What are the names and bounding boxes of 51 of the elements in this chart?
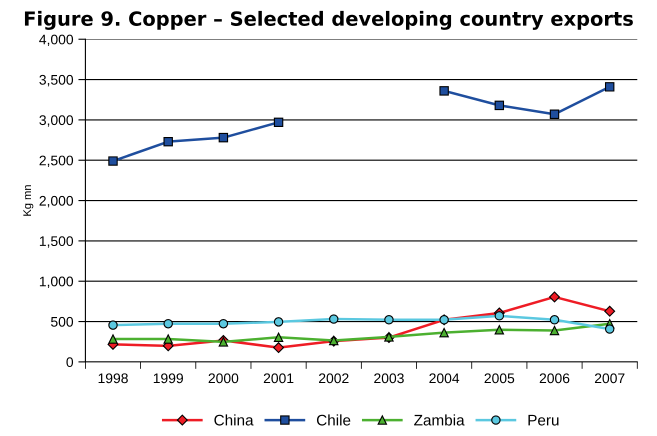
x-tick-label: 1999 bbox=[154, 373, 183, 384]
y-tick-label: 500 bbox=[50, 316, 74, 327]
point bbox=[550, 315, 560, 324]
x-tick-label: 2002 bbox=[319, 373, 349, 384]
legend-label: Zambia bbox=[414, 414, 465, 426]
point bbox=[274, 118, 284, 128]
point bbox=[439, 328, 449, 338]
point bbox=[384, 315, 394, 324]
x-tick-label: 2001 bbox=[264, 373, 294, 384]
point bbox=[604, 324, 614, 334]
legend-label: Chile bbox=[316, 414, 350, 426]
y-tick-label: 2,000 bbox=[40, 196, 74, 208]
x-tick-label: 2006 bbox=[540, 373, 570, 384]
point bbox=[439, 86, 449, 96]
point bbox=[274, 332, 284, 342]
point bbox=[604, 306, 616, 317]
x-tick-label: 2007 bbox=[594, 373, 624, 384]
point bbox=[604, 82, 614, 92]
point bbox=[163, 334, 173, 344]
point bbox=[274, 317, 284, 327]
y-tick-label: 3,500 bbox=[39, 74, 74, 86]
point bbox=[108, 320, 118, 330]
y-tick-label: 4,000 bbox=[39, 34, 74, 46]
y-tick-label: 1,000 bbox=[40, 276, 74, 288]
point bbox=[218, 132, 228, 142]
point bbox=[550, 110, 560, 119]
legend-label: China bbox=[214, 414, 254, 426]
x-tick-label: 2005 bbox=[484, 373, 514, 384]
point bbox=[494, 100, 504, 110]
x-tick-label: 1998 bbox=[98, 373, 128, 384]
y-tick-label: 0 bbox=[66, 357, 74, 368]
point bbox=[108, 334, 118, 344]
point bbox=[163, 136, 173, 146]
point bbox=[218, 319, 228, 328]
point bbox=[550, 326, 560, 336]
point bbox=[273, 342, 284, 354]
point bbox=[494, 325, 504, 334]
point bbox=[163, 319, 173, 328]
legend-label: Peru bbox=[528, 414, 558, 426]
point bbox=[329, 314, 338, 324]
point bbox=[549, 291, 560, 302]
x-tick-label: 2003 bbox=[374, 373, 404, 384]
y-tick-label: 3,000 bbox=[39, 115, 74, 127]
x-tick-label: 2004 bbox=[429, 373, 460, 384]
y-tick-label: 1,500 bbox=[40, 236, 74, 248]
point bbox=[108, 156, 118, 166]
y-tick-label: 2,500 bbox=[40, 156, 74, 168]
x-tick-label: 2000 bbox=[208, 373, 238, 384]
point bbox=[494, 311, 504, 321]
chart-title: Figure 9. Copper – Selected developing country exports bbox=[24, 10, 633, 30]
y-axis-title: Kg mn bbox=[23, 185, 34, 216]
